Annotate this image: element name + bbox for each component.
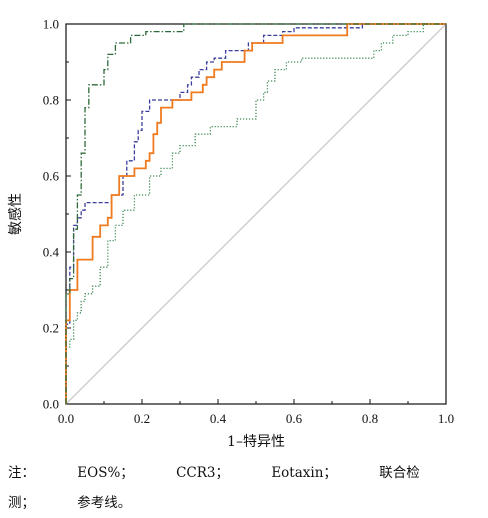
legend-label-ccr3: CCR3； [176,465,230,481]
x-tick-label: 0.8 [362,411,378,426]
x-axis-label: 1–特异性 [227,434,285,450]
y-tick-label: 0.8 [43,93,59,108]
series-line-reference [65,23,447,405]
x-tick-label: 0.0 [58,411,74,426]
series-layer [65,23,447,405]
y-tick-label: 0.6 [43,169,60,184]
y-tick-label: 0.0 [43,397,59,412]
note-line2-prefix: 测； [8,495,35,511]
y-axis-label: 敏感性 [7,193,24,235]
note-line-2: 测； 参考线。 [8,488,484,518]
legend-label-eotaxin: Eotaxin； [271,465,337,481]
y-tick-label: 1.0 [43,17,59,32]
legend-label-reference: 参考线。 [77,495,132,511]
note-prefix: 注： [8,465,35,481]
x-tick-label: 0.2 [134,411,150,426]
chart-axes: 0.0 0.2 0.4 0.6 0.8 1.0 0.0 0.2 0.4 0.6 0.8 1.0 [43,17,454,427]
figure-note: 注： EOS%； CCR3； Eotaxin； 联合检 测； 参考线。 [8,458,484,518]
x-tick-label: 0.4 [210,411,227,426]
x-tick-label: 1.0 [438,411,454,426]
x-tick-label: 0.6 [286,411,303,426]
legend-label-combined: 联合检 [379,465,420,481]
series-line-combined [65,23,446,404]
y-tick-label: 0.4 [43,245,60,260]
series-line-eotaxin [65,23,446,404]
y-tick-label: 0.2 [43,321,59,336]
legend-label-eos: EOS%； [77,465,134,481]
note-line-1: 注： EOS%； CCR3； Eotaxin； 联合检 [8,458,484,488]
